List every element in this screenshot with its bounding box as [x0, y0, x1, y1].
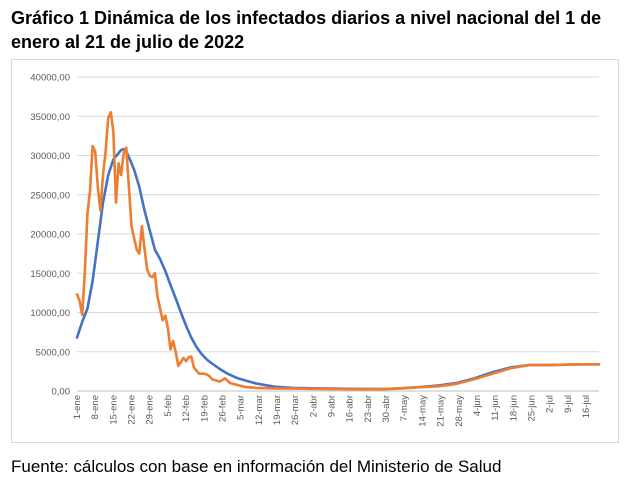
gridlines — [77, 76, 599, 353]
chart-title: Gráfico 1 Dinámica de los infectados dia… — [11, 8, 602, 52]
chart-area: 0,00 5000,00 10000,00 15000,00 20000,00 25000… — [11, 59, 619, 443]
series-line-1 — [75, 147, 601, 391]
x-tick-label: 8-ene — [90, 395, 101, 419]
x-tick-label: 5-mar — [236, 395, 247, 420]
x-tick-label: 29-ene — [145, 395, 156, 425]
y-tick-label: 25000,00 — [30, 190, 70, 201]
y-tick-label: 15000,00 — [30, 269, 70, 280]
x-tick-label: 14-may — [417, 395, 428, 427]
x-tick-label: 16-jul — [581, 395, 592, 418]
x-tick-label: 9-jul — [563, 395, 574, 413]
x-tick-label: 5-feb — [163, 395, 174, 417]
series-lines — [75, 110, 601, 391]
x-tick-label: 18-jun — [508, 395, 519, 421]
y-tick-label: 35000,00 — [30, 112, 70, 123]
x-tick-label: 25-jun — [526, 395, 537, 421]
x-tick-label: 15-ene — [108, 395, 119, 425]
y-tick-label: 40000,00 — [30, 73, 70, 84]
x-tick-label: 12-feb — [181, 395, 192, 422]
x-tick-label: 12-mar — [254, 395, 265, 425]
x-tick-label: 26-feb — [217, 395, 228, 422]
x-tick-label: 2-abr — [308, 395, 319, 417]
x-tick-label: 30-abr — [381, 395, 392, 422]
series-line-2 — [75, 110, 601, 391]
x-tick-label: 1-ene — [72, 395, 83, 419]
x-axis-ticks: 1-ene 8-ene 15-ene 22-ene 29-ene 5-feb 12-feb 1… — [72, 395, 592, 427]
line-chart: 0,00 5000,00 10000,00 15000,00 20000,00 25000… — [30, 73, 601, 427]
x-tick-label: 16-abr — [345, 395, 356, 422]
x-tick-label: 22-ene — [127, 395, 138, 425]
x-tick-label: 4-jun — [472, 395, 483, 416]
x-tick-label: 2-jul — [545, 395, 556, 413]
x-tick-label: 19-mar — [272, 395, 283, 425]
x-tick-label: 7-may — [399, 395, 410, 422]
source-note: Fuente: cálculos con base en información… — [11, 457, 502, 476]
y-tick-label: 20000,00 — [30, 230, 70, 241]
x-tick-label: 21-may — [436, 395, 447, 427]
y-tick-label: 0,00 — [52, 387, 71, 398]
x-tick-label: 11-jun — [490, 395, 501, 421]
x-tick-label: 9-abr — [327, 395, 338, 417]
y-tick-label: 30000,00 — [30, 151, 70, 162]
x-tick-label: 28-may — [454, 395, 465, 427]
y-tick-label: 5000,00 — [36, 347, 70, 358]
x-tick-label: 23-abr — [363, 395, 374, 422]
y-tick-label: 10000,00 — [30, 308, 70, 319]
x-tick-label: 19-feb — [199, 395, 210, 422]
y-axis-ticks: 0,00 5000,00 10000,00 15000,00 20000,00 25000… — [30, 73, 70, 398]
x-tick-label: 26-mar — [290, 395, 301, 425]
